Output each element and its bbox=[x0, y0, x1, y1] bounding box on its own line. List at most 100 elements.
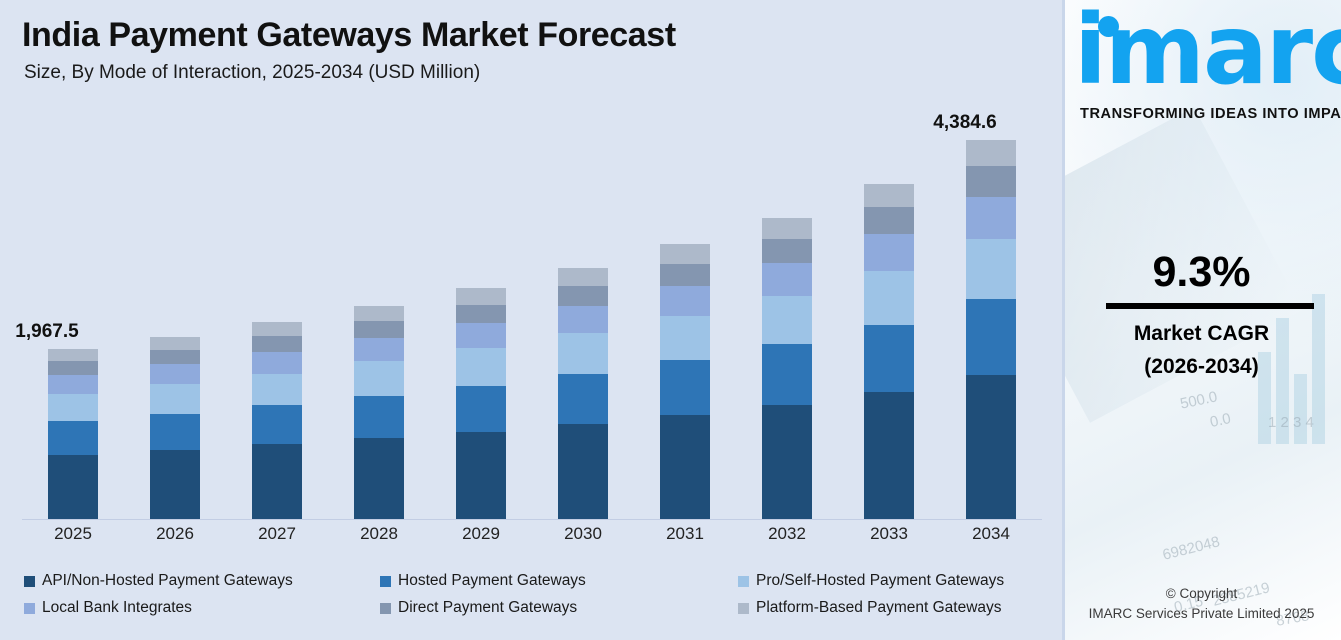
bar-segment[interactable] bbox=[150, 364, 200, 385]
cagr-label: Market CAGR bbox=[1133, 322, 1270, 345]
bar-segment[interactable] bbox=[558, 423, 608, 520]
legend-label: Local Bank Integrates bbox=[42, 599, 192, 616]
bar-segment[interactable] bbox=[558, 285, 608, 306]
bar-segment[interactable] bbox=[864, 270, 914, 325]
bar-stack[interactable] bbox=[762, 217, 812, 520]
bar-segment[interactable] bbox=[150, 450, 200, 520]
bar-stack[interactable] bbox=[354, 305, 404, 520]
bar-stack[interactable] bbox=[558, 268, 608, 520]
bar-segment[interactable] bbox=[354, 320, 404, 338]
bar-stack[interactable] bbox=[864, 183, 914, 520]
x-axis-tick-2034: 2034 bbox=[972, 524, 1010, 543]
bar-segment[interactable] bbox=[762, 404, 812, 520]
bar-segment[interactable] bbox=[354, 438, 404, 520]
bar-segment[interactable] bbox=[456, 288, 506, 305]
bar-segment[interactable] bbox=[966, 299, 1016, 375]
bar-segment[interactable] bbox=[150, 349, 200, 365]
bar-segment[interactable] bbox=[660, 315, 710, 360]
bar-segment[interactable] bbox=[660, 285, 710, 316]
bar-stack[interactable] bbox=[660, 244, 710, 520]
bar-segment[interactable] bbox=[558, 333, 608, 374]
decorative-bar bbox=[1258, 352, 1271, 444]
bar-segment[interactable] bbox=[660, 359, 710, 415]
legend-swatch-icon bbox=[738, 602, 749, 614]
x-axis-tick-2025: 2025 bbox=[54, 524, 92, 543]
bar-column-2033 bbox=[838, 110, 940, 520]
bar-segment[interactable] bbox=[864, 391, 914, 520]
bar-segment[interactable] bbox=[150, 384, 200, 414]
bar-segment[interactable] bbox=[48, 349, 98, 362]
bar-segment[interactable] bbox=[558, 268, 608, 286]
bar-segment[interactable] bbox=[660, 244, 710, 264]
bar-segment[interactable] bbox=[762, 238, 812, 263]
legend-item[interactable]: Local Bank Integrates bbox=[24, 599, 192, 617]
bar-segment[interactable] bbox=[456, 304, 506, 323]
bar-segment[interactable] bbox=[354, 361, 404, 396]
bar-segment[interactable] bbox=[558, 305, 608, 334]
legend-item[interactable]: Pro/Self-Hosted Payment Gateways bbox=[738, 572, 1004, 590]
copyright-notice: © Copyright IMARC Services Private Limit… bbox=[1062, 584, 1341, 623]
x-axis-tick-2029: 2029 bbox=[462, 524, 500, 543]
bar-segment[interactable] bbox=[762, 262, 812, 297]
bar-segment[interactable] bbox=[354, 395, 404, 439]
bar-segment[interactable] bbox=[354, 337, 404, 362]
bar-segment[interactable] bbox=[864, 324, 914, 392]
bar-segment[interactable] bbox=[966, 166, 1016, 197]
bar-segment[interactable] bbox=[252, 373, 302, 406]
legend-item[interactable]: Direct Payment Gateways bbox=[380, 599, 577, 617]
bar-segment[interactable] bbox=[48, 454, 98, 520]
decorative-number: 1 2 3 4 bbox=[1268, 414, 1314, 431]
bar-segment[interactable] bbox=[150, 336, 200, 350]
legend-item[interactable]: Hosted Payment Gateways bbox=[380, 572, 586, 590]
bar-segment[interactable] bbox=[864, 233, 914, 271]
legend-item[interactable]: API/Non-Hosted Payment Gateways bbox=[24, 572, 293, 590]
bar-segment[interactable] bbox=[966, 140, 1016, 167]
bar-segment[interactable] bbox=[48, 361, 98, 375]
bar-segment[interactable] bbox=[354, 305, 404, 321]
bar-segment[interactable] bbox=[456, 323, 506, 349]
bar-segment[interactable] bbox=[966, 238, 1016, 300]
bar-segment[interactable] bbox=[762, 296, 812, 345]
bar-segment[interactable] bbox=[150, 413, 200, 451]
bar-segment[interactable] bbox=[456, 431, 506, 520]
bar-segment[interactable] bbox=[252, 351, 302, 374]
bar-column-2030 bbox=[532, 110, 634, 520]
decorative-number: 500.0 bbox=[1178, 388, 1219, 413]
bar-segment[interactable] bbox=[48, 393, 98, 421]
bar-segment[interactable] bbox=[252, 322, 302, 337]
bar-segment[interactable] bbox=[252, 405, 302, 445]
x-axis-tick-2031: 2031 bbox=[666, 524, 704, 543]
imarc-logo-text: imarc bbox=[1074, 0, 1341, 106]
bar-segment[interactable] bbox=[966, 196, 1016, 239]
legend-swatch-icon bbox=[24, 575, 35, 587]
legend-swatch-icon bbox=[380, 575, 391, 587]
x-axis-tick-2028: 2028 bbox=[360, 524, 398, 543]
bar-column-2025: 1,967.5 bbox=[15, 110, 124, 520]
x-axis-tick-2026: 2026 bbox=[156, 524, 194, 543]
bar-segment[interactable] bbox=[864, 183, 914, 208]
bar-segment[interactable] bbox=[660, 263, 710, 286]
bar-segment[interactable] bbox=[864, 207, 914, 234]
bar-segment[interactable] bbox=[252, 444, 302, 520]
bar-segment[interactable] bbox=[252, 336, 302, 352]
bar-segment[interactable] bbox=[48, 374, 98, 394]
bar-stack[interactable] bbox=[48, 349, 98, 520]
bar-stack[interactable] bbox=[456, 288, 506, 520]
bar-segment[interactable] bbox=[660, 414, 710, 520]
bar-total-label: 4,384.6 bbox=[933, 112, 997, 133]
bar-stack[interactable] bbox=[150, 336, 200, 520]
legend-swatch-icon bbox=[380, 602, 391, 614]
bar-segment[interactable] bbox=[966, 374, 1016, 520]
decorative-bar bbox=[1294, 374, 1307, 444]
page-subtitle: Size, By Mode of Interaction, 2025-2034 … bbox=[24, 62, 481, 83]
bar-stack[interactable] bbox=[252, 322, 302, 520]
bar-segment[interactable] bbox=[456, 348, 506, 386]
legend-swatch-icon bbox=[24, 602, 35, 614]
legend-item[interactable]: Platform-Based Payment Gateways bbox=[738, 599, 1002, 617]
bar-segment[interactable] bbox=[762, 217, 812, 239]
bar-segment[interactable] bbox=[48, 421, 98, 455]
bar-segment[interactable] bbox=[762, 344, 812, 405]
bar-segment[interactable] bbox=[558, 373, 608, 424]
bar-segment[interactable] bbox=[456, 385, 506, 432]
bar-stack[interactable] bbox=[966, 140, 1016, 520]
